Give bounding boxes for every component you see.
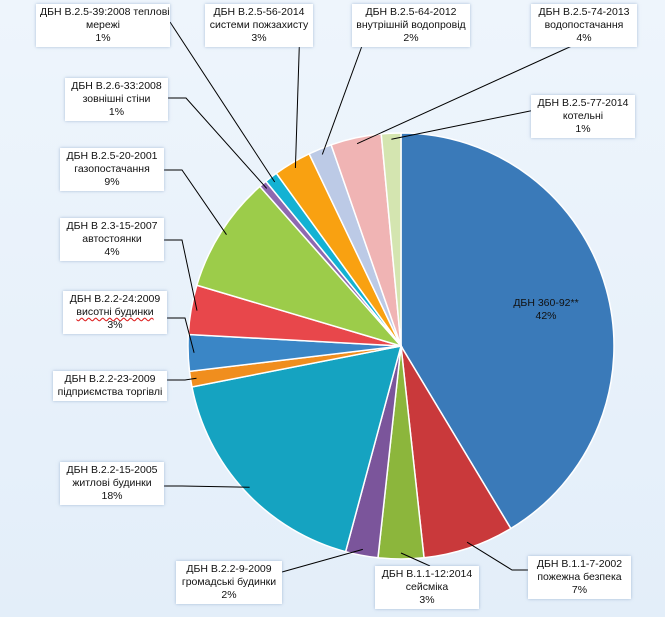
pie-slice-14: [380, 132, 402, 347]
leader-line-5: [167, 377, 197, 381]
data-label-gas-supply: ДБН В.2.5-20-2001 газопостачання 9%: [60, 148, 164, 191]
data-label-fire-protection-systems: ДБН В.2.5-56-2014 системи пожзахисту 3%: [205, 4, 313, 47]
leader-line-8: [164, 169, 227, 235]
leader-line-13: [356, 39, 586, 145]
leader-line-3: [281, 548, 363, 573]
data-label-parking: ДБН В 2.3-15-2007 автостоянки 4%: [60, 218, 164, 261]
leader-line-2: [400, 552, 431, 567]
data-label-internal-water: ДБН В.2.5-64-2012 внутрішній водопровід …: [352, 4, 470, 47]
data-label-boilers: ДБН В.2.5-77-2014 котельні 1%: [531, 95, 635, 138]
data-label-trade: ДБН В.2.2-23-2009 підприємства торгівлі: [53, 371, 167, 401]
data-label-public-buildings: ДБН В.2.2-9-2009 громадські будинки 2%: [176, 561, 282, 604]
leader-line-6: [167, 317, 195, 353]
leader-line-4: [164, 485, 250, 488]
data-label-fire-safety: ДБН В.1.1-7-2002 пожежна безпека 7%: [528, 556, 631, 599]
data-label-seismic: ДБН В.1.1-12:2014 сейсміка 3%: [375, 566, 479, 609]
data-label-heat-networks: ДБН В.2.5-39:2008 теплові мережі 1%: [36, 4, 170, 47]
leader-line-10: [169, 21, 276, 183]
pie-slice-0: [400, 132, 615, 530]
leader-line-11: [294, 23, 301, 169]
leader-line-1: [466, 541, 528, 571]
pie-slice-4: [191, 345, 403, 553]
leader-line-7: [164, 239, 198, 311]
leader-line-14: [391, 109, 536, 140]
data-label-water-supply: ДБН В.2.5-74-2013 водопостачання 4%: [531, 4, 637, 47]
data-label-high-rise: ДБН В.2.2-24:2009 висотні будинки 3%: [63, 291, 167, 334]
data-label-dbn-360-92: ДБН 360-92** 42%: [513, 297, 579, 322]
data-label-residential: ДБН В.2.2-15-2005 житлові будинки 18%: [60, 462, 164, 505]
data-label-external-walls: ДБН В.2.6-33:2008 зовнішні стіни 1%: [65, 78, 168, 121]
pie-slice-8: [195, 185, 404, 348]
leader-line-9: [168, 97, 268, 189]
